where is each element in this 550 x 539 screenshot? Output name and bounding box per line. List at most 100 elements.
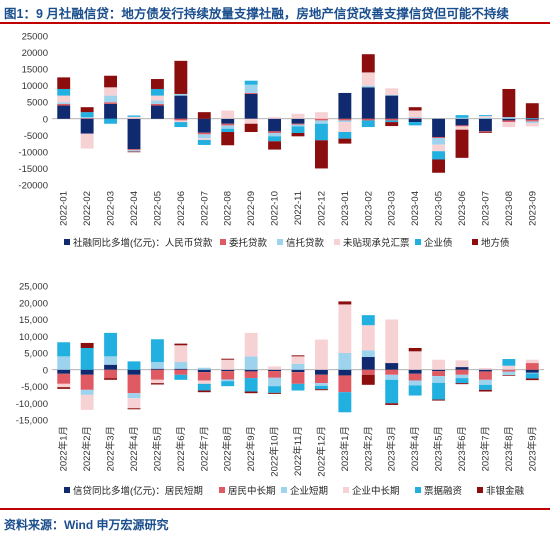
bar-segment <box>456 370 469 375</box>
x-tick-label: 2023年5月 <box>433 426 445 471</box>
bar-segment <box>456 125 469 126</box>
bar-segment <box>221 129 234 132</box>
y-tick-label: 20,000 <box>19 298 48 309</box>
bar-segment <box>221 379 234 381</box>
x-tick-label: 2022年5月 <box>151 426 163 471</box>
bar-segment <box>526 118 539 119</box>
bar-segment <box>409 348 422 351</box>
bar-segment <box>104 333 117 356</box>
bar-segment <box>198 138 211 140</box>
y-tick-label: 25000 <box>22 32 48 43</box>
bar-segment <box>362 72 375 85</box>
bar-segment <box>409 119 422 122</box>
legend-swatch <box>64 487 70 493</box>
bar-segment <box>81 107 94 112</box>
bar-segment <box>104 119 117 124</box>
x-tick-label: 2022年6月 <box>175 426 187 471</box>
y-tick-label: 20000 <box>22 48 48 59</box>
bar-segment <box>432 119 445 137</box>
bar-segment <box>198 372 211 380</box>
bar-segment <box>104 76 117 88</box>
bar-segment <box>526 123 539 126</box>
bar-segment <box>81 375 94 390</box>
bar-segment <box>502 122 515 127</box>
bar-segment <box>315 120 328 123</box>
bar-segment <box>479 380 492 385</box>
x-tick-label: 2022年9月 <box>245 426 257 471</box>
bar-segment <box>292 372 305 384</box>
x-tick-label: 2023-08 <box>504 191 515 226</box>
legend-swatch <box>415 239 421 245</box>
bar-segment <box>315 383 328 386</box>
bar-segment <box>174 370 187 375</box>
bar-segment <box>479 370 492 372</box>
bar-segment <box>268 117 281 119</box>
bar-segment <box>315 389 328 390</box>
bar-segment <box>502 359 515 366</box>
bar-segment <box>174 369 187 370</box>
bar-segment <box>432 370 445 371</box>
x-tick-label: 2022年10月 <box>269 426 281 477</box>
bar-segment <box>479 385 492 390</box>
bar-segment <box>362 357 375 370</box>
bar-segment <box>174 344 187 346</box>
bar-segment <box>292 114 305 119</box>
legend-swatch <box>277 239 283 245</box>
bar-segment <box>432 138 445 145</box>
bar-segment <box>81 134 94 149</box>
bar-segment <box>245 94 258 119</box>
bar-segment <box>456 378 469 383</box>
bar-segment <box>128 150 141 151</box>
bar-segment <box>174 94 187 96</box>
bar-segment <box>57 384 70 387</box>
bar-segment <box>268 370 281 371</box>
bar-segment <box>292 126 305 133</box>
x-tick-label: 2022-02 <box>82 191 93 226</box>
bar-segment <box>128 375 141 393</box>
bar-segment <box>479 115 492 116</box>
x-tick-label: 2022-05 <box>152 191 163 226</box>
bar-segment <box>128 152 141 153</box>
y-tick-label: 10,000 <box>19 332 48 343</box>
bar-segment <box>128 398 141 408</box>
bar-segment <box>526 373 539 374</box>
chart-social-financing: -20000-15000-10000-500005000100001500020… <box>0 24 550 276</box>
x-tick-label: 2022-06 <box>176 191 187 226</box>
bar-segment <box>385 119 398 121</box>
x-tick-label: 2023年4月 <box>409 426 421 471</box>
bar-segment <box>502 366 515 370</box>
bar-segment <box>104 356 117 364</box>
y-tick-label: -5000 <box>24 131 48 142</box>
x-tick-label: 2023年2月 <box>362 426 374 471</box>
bar-segment <box>104 365 117 370</box>
bar-segment <box>409 118 422 119</box>
bar-segment <box>385 375 398 380</box>
bar-segment <box>409 107 422 110</box>
bar-segment <box>385 88 398 95</box>
chart-credit: -15,000-10,000-5,00005,00010,00015,00020… <box>0 278 550 508</box>
bar-segment <box>151 380 164 383</box>
bar-segment <box>315 386 328 389</box>
bar-segment <box>81 118 94 119</box>
bar-segment <box>456 375 469 378</box>
bar-segment <box>104 102 117 104</box>
bar-segment <box>151 383 164 384</box>
bar-segment <box>315 112 328 119</box>
bar-segment <box>526 373 539 378</box>
x-tick-label: 2022年11月 <box>292 426 304 476</box>
bar-segment <box>292 364 305 370</box>
bar-segment <box>104 96 117 103</box>
bar-segment <box>174 61 187 94</box>
x-tick-label: 2023-01 <box>340 191 351 226</box>
bar-segment <box>268 133 281 136</box>
bar-segment <box>315 340 328 370</box>
bar-segment <box>502 375 515 376</box>
bar-segment <box>151 339 164 362</box>
bar-segment <box>198 134 211 138</box>
x-tick-label: 2022年4月 <box>128 426 140 471</box>
bar-segment <box>151 362 164 369</box>
bar-segment <box>128 119 141 149</box>
bar-segment <box>221 132 234 145</box>
bar-segment <box>409 385 422 395</box>
bar-segment <box>362 119 375 121</box>
